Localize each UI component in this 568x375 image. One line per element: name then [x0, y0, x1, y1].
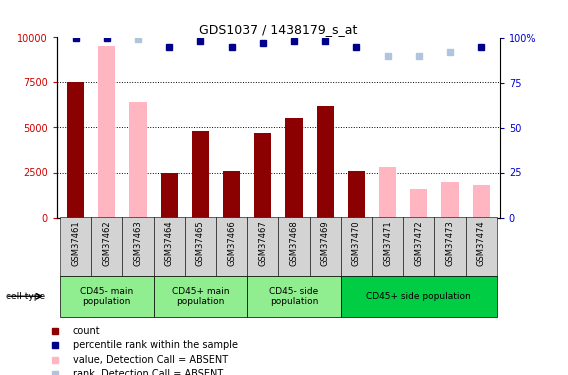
Text: CD45- main
population: CD45- main population: [80, 286, 133, 306]
Text: CD45- side
population: CD45- side population: [269, 286, 319, 306]
Bar: [466, 217, 497, 276]
Text: GSM37467: GSM37467: [258, 220, 267, 266]
Text: GSM37474: GSM37474: [477, 220, 486, 266]
Title: GDS1037 / 1438179_s_at: GDS1037 / 1438179_s_at: [199, 23, 357, 36]
Bar: [403, 217, 435, 276]
Text: GSM37470: GSM37470: [352, 220, 361, 266]
Bar: [254, 133, 272, 218]
Text: GSM37463: GSM37463: [133, 220, 143, 266]
Text: CD45+ main
population: CD45+ main population: [172, 286, 229, 306]
Bar: [372, 217, 403, 276]
Bar: [60, 217, 91, 276]
Bar: [278, 217, 310, 276]
Bar: [316, 106, 334, 218]
Text: cell type: cell type: [6, 292, 45, 301]
Text: count: count: [73, 326, 101, 336]
Bar: [192, 131, 209, 218]
Bar: [130, 102, 147, 218]
Bar: [161, 172, 178, 217]
Bar: [310, 217, 341, 276]
Bar: [348, 171, 365, 217]
Bar: [223, 171, 240, 217]
Bar: [122, 217, 153, 276]
Bar: [247, 276, 341, 317]
Bar: [341, 217, 372, 276]
Bar: [441, 182, 458, 218]
Bar: [153, 217, 185, 276]
Bar: [91, 217, 122, 276]
Text: CD45+ side population: CD45+ side population: [366, 292, 471, 301]
Text: GSM37468: GSM37468: [290, 220, 298, 266]
Text: GSM37464: GSM37464: [165, 220, 174, 266]
Bar: [285, 118, 303, 218]
Bar: [67, 82, 84, 218]
Bar: [379, 167, 396, 217]
Text: percentile rank within the sample: percentile rank within the sample: [73, 340, 237, 351]
Text: GSM37462: GSM37462: [102, 220, 111, 266]
Bar: [153, 276, 247, 317]
Text: GSM37465: GSM37465: [196, 220, 205, 266]
Bar: [60, 276, 153, 317]
Bar: [247, 217, 278, 276]
Bar: [216, 217, 247, 276]
Bar: [473, 185, 490, 218]
Text: GSM37472: GSM37472: [414, 220, 423, 266]
Bar: [410, 189, 427, 218]
Text: GSM37466: GSM37466: [227, 220, 236, 266]
Text: GSM37471: GSM37471: [383, 220, 392, 266]
Bar: [341, 276, 497, 317]
Text: GSM37469: GSM37469: [320, 220, 329, 266]
Text: rank, Detection Call = ABSENT: rank, Detection Call = ABSENT: [73, 369, 223, 375]
Text: GSM37473: GSM37473: [445, 220, 454, 266]
Bar: [185, 217, 216, 276]
Bar: [98, 46, 115, 217]
Bar: [435, 217, 466, 276]
Text: GSM37461: GSM37461: [71, 220, 80, 266]
Text: value, Detection Call = ABSENT: value, Detection Call = ABSENT: [73, 354, 228, 364]
